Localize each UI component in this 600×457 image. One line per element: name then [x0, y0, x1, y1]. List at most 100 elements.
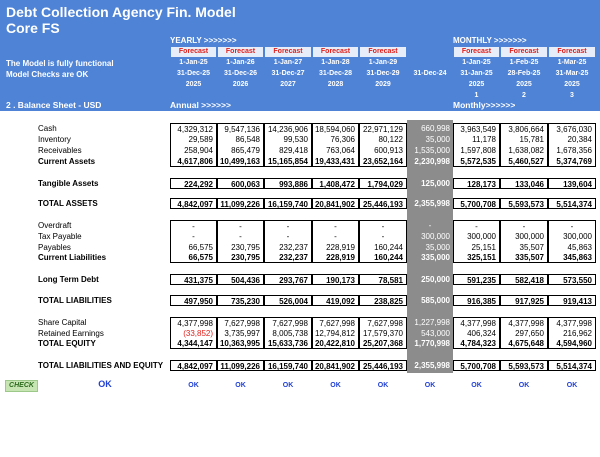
value-cell: -	[359, 231, 407, 242]
note: Model Checks are OK	[6, 70, 89, 79]
row-label: Current Assets	[38, 157, 96, 166]
value-cell: 5,374,769	[548, 156, 596, 167]
value-cell: 1,770,998	[414, 339, 450, 348]
value-cell: 4,377,998	[170, 317, 217, 328]
value-cell: -	[312, 220, 359, 231]
check-value: OK	[424, 382, 436, 389]
value-cell: 228,919	[312, 252, 359, 263]
value-cell: 7,627,998	[359, 317, 407, 328]
value-cell: 7,627,998	[264, 317, 312, 328]
value-cell: 300,000	[421, 232, 450, 241]
monthly-label: MONTHLY >>>>>>>	[453, 36, 527, 45]
value-cell: 763,064	[312, 145, 359, 156]
value-cell: 20,422,810	[312, 338, 359, 349]
column-flag: Forecast	[218, 47, 263, 57]
value-cell: 238,825	[359, 295, 407, 306]
check-value: OK	[188, 382, 199, 389]
column-start: 1-Jan-25	[179, 59, 208, 66]
column-flag: Forecast	[549, 47, 595, 57]
section-title: 2 . Balance Sheet - USD	[6, 100, 102, 110]
value-cell: -	[217, 231, 264, 242]
column-end: 31-Dec-29	[366, 70, 400, 77]
value-cell: -	[312, 231, 359, 242]
row-label: TOTAL ASSETS	[38, 199, 98, 208]
yearly-label: YEARLY >>>>>>>	[170, 36, 237, 45]
column-flag: Forecast	[171, 47, 216, 57]
value-cell: 4,594,960	[548, 338, 596, 349]
column-month: 2	[522, 92, 526, 99]
value-cell: 7,627,998	[217, 317, 264, 328]
value-cell: -	[359, 220, 407, 231]
check-value: OK	[377, 382, 389, 389]
value-cell: 8,005,738	[264, 328, 312, 339]
column-end: 31-Jan-25	[460, 70, 493, 77]
value-cell: 431,375	[170, 274, 217, 285]
value-cell: 15,781	[500, 134, 548, 145]
row-label: Retained Earnings	[38, 329, 104, 338]
value-cell: 160,244	[359, 242, 407, 253]
value-cell: 543,000	[421, 329, 450, 338]
value-cell: 526,004	[264, 295, 312, 306]
value-cell: 15,633,736	[264, 338, 312, 349]
value-cell: 11,099,226	[217, 360, 264, 371]
value-cell: 12,794,812	[312, 328, 359, 339]
check-value: OK	[471, 382, 482, 389]
value-cell: (33,852)	[170, 328, 217, 339]
value-cell: 15,165,854	[264, 156, 312, 167]
value-cell: 230,795	[217, 242, 264, 253]
value-cell: 4,617,806	[170, 156, 217, 167]
column-start: 1-Jan-28	[321, 59, 350, 66]
value-cell: 4,344,147	[170, 338, 217, 349]
column-end: 31-Dec-27	[271, 70, 305, 77]
value-cell: 504,436	[217, 274, 264, 285]
value-cell: 216,962	[548, 328, 596, 339]
value-cell: -	[170, 231, 217, 242]
row-label: TOTAL LIABILITIES	[38, 296, 112, 305]
column-end: 31-Dec-24	[413, 70, 447, 77]
subtitle: Core FS	[6, 20, 60, 36]
value-cell: 25,151	[453, 242, 500, 253]
value-cell: 66,575	[170, 252, 217, 263]
value-cell: 497,950	[170, 295, 217, 306]
row-label: Receivables	[38, 146, 82, 155]
value-cell: 3,806,664	[500, 123, 548, 134]
check-label: CHECK	[5, 380, 38, 392]
value-cell: 128,173	[453, 178, 500, 189]
column-flag: Forecast	[265, 47, 311, 57]
value-cell: 406,324	[453, 328, 500, 339]
column-start: 1-Jan-27	[273, 59, 303, 66]
value-cell: 17,579,370	[359, 328, 407, 339]
value-cell: 18,594,060	[312, 123, 359, 134]
value-cell: 5,514,374	[548, 198, 596, 209]
value-cell: -	[170, 220, 217, 231]
value-cell: 133,046	[500, 178, 548, 189]
value-cell: 419,092	[312, 295, 359, 306]
value-cell: 19,433,431	[312, 156, 359, 167]
column-year: 2027	[280, 81, 296, 88]
column-end: 31-Dec-25	[176, 70, 211, 77]
value-cell: 224,292	[170, 178, 217, 189]
value-cell: 258,904	[170, 145, 217, 156]
value-cell: 66,575	[170, 242, 217, 253]
value-cell: -	[500, 220, 548, 231]
value-cell: 22,971,129	[359, 123, 407, 134]
value-cell: -	[264, 231, 312, 242]
value-cell: 4,377,998	[453, 317, 500, 328]
gray-column	[407, 120, 453, 373]
value-cell: 585,000	[421, 296, 450, 305]
value-cell: 80,122	[359, 134, 407, 145]
value-cell: 16,159,740	[264, 360, 312, 371]
row-label: Share Capital	[38, 318, 87, 327]
value-cell: 25,446,193	[359, 198, 407, 209]
value-cell: 5,593,573	[500, 360, 548, 371]
value-cell: 2,355,998	[414, 199, 450, 208]
value-cell: 293,767	[264, 274, 312, 285]
column-start: 1-Jan-26	[226, 59, 255, 66]
column-start: 1-Jan-29	[368, 59, 398, 66]
value-cell: 300,000	[453, 231, 500, 242]
monthly-label: Monthly>>>>>>	[453, 100, 516, 110]
value-cell: 160,244	[359, 252, 407, 263]
value-cell: 1,638,082	[500, 145, 548, 156]
value-cell: 3,963,549	[453, 123, 500, 134]
